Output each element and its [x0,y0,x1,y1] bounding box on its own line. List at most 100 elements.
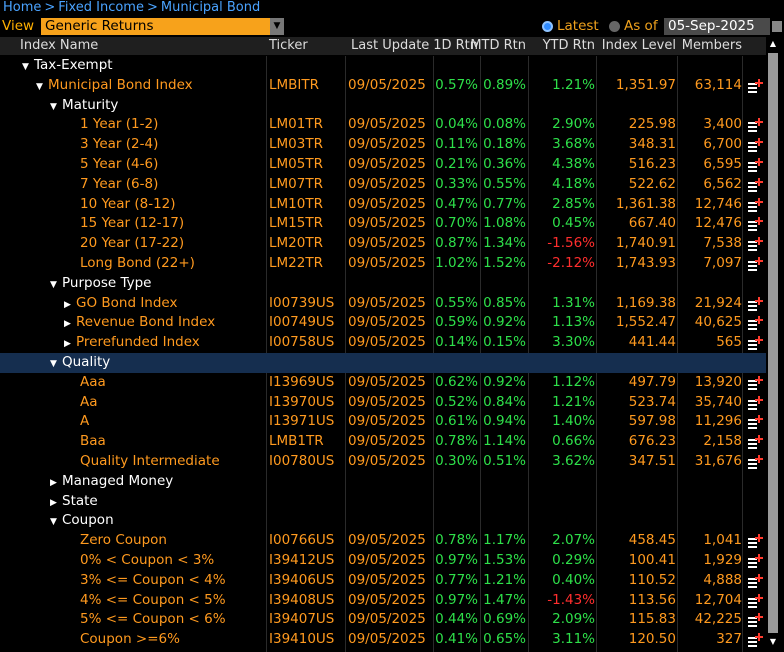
table-row[interactable]: ▼ Quality [0,352,766,373]
add-to-list-icon[interactable] [748,118,764,133]
table-row[interactable]: 3 Year (2-4) LM03TR 09/05/2025 0.11% 0.18% 3.… [0,135,766,155]
table-row[interactable]: ▶ GO Bond Index I00739US 09/05/2025 0.55% 0.8… [0,294,766,314]
index-name[interactable]: Baa [80,433,106,450]
table-row[interactable]: 1 Year (1-2) LM01TR 09/05/2025 0.04% 0.08% 2.… [0,115,766,135]
index-name[interactable]: Prerefunded Index [76,334,200,351]
index-name[interactable]: Aaa [80,373,106,390]
table-row[interactable]: 0% < Coupon < 3% I39412US 09/05/2025 0.97% 1… [0,551,766,571]
add-to-list-icon[interactable] [748,336,764,351]
index-name[interactable]: Revenue Bond Index [76,314,216,331]
ticker-cell[interactable]: I00758US [269,334,335,351]
add-to-list-icon[interactable] [748,316,764,331]
index-name[interactable]: A [80,413,90,430]
add-to-list-icon[interactable] [748,573,764,588]
ticker-cell[interactable]: LM01TR [269,116,323,133]
add-to-list-icon[interactable] [748,296,764,311]
table-row[interactable]: Baa LMB1TR 09/05/2025 0.78% 1.14% 0.66% 676.23… [0,432,766,452]
add-to-list-icon[interactable] [748,138,764,153]
add-to-list-icon[interactable] [748,395,764,410]
table-row[interactable]: 4% <= Coupon < 5% I39408US 09/05/2025 0.97%… [0,591,766,611]
index-name[interactable]: Coupon [62,512,114,529]
ticker-cell[interactable]: LM10TR [269,195,323,212]
index-name[interactable]: State [62,492,98,509]
col-header-index-name[interactable]: Index Name [20,38,99,53]
index-name[interactable]: Aa [80,393,98,410]
index-name[interactable]: Tax-Exempt [34,57,113,73]
add-to-list-icon[interactable] [748,237,764,252]
col-header-ytd-rtn[interactable]: YTD Rtn [542,38,595,53]
expand-right-icon[interactable]: ▶ [50,497,57,508]
table-row[interactable]: 15 Year (12-17) LM15TR 09/05/2025 0.70% 1.08… [0,214,766,234]
table-row[interactable]: ▶ Revenue Bond Index I00749US 09/05/2025 0.5… [0,313,766,333]
index-name[interactable]: 4% <= Coupon < 5% [80,591,226,608]
scroll-up-icon[interactable]: ▲ [769,39,777,48]
add-to-list-icon[interactable] [748,613,764,628]
index-name[interactable]: 15 Year (12-17) [80,215,185,232]
table-row[interactable]: ▼ Purpose Type [0,274,766,294]
table-row[interactable]: 5 Year (4-6) LM05TR 09/05/2025 0.21% 0.36% 4.… [0,155,766,175]
add-to-list-icon[interactable] [748,217,764,232]
as-of-radio[interactable] [609,21,620,32]
add-to-list-icon[interactable] [748,553,764,568]
breadcrumb-fixed-income[interactable]: Fixed Income [58,0,144,15]
col-header-index-level[interactable]: Index Level [601,38,676,53]
add-to-list-icon[interactable] [748,415,764,430]
index-name[interactable]: 3 Year (2-4) [80,136,159,153]
latest-radio[interactable] [542,21,553,32]
col-header-1d-rtn[interactable]: 1D Rtn [433,38,478,53]
index-name[interactable]: Quality [62,353,111,370]
table-row[interactable]: Aaa I13969US 09/05/2025 0.62% 0.92% 1.12% 497.… [0,373,766,393]
expand-right-icon[interactable]: ▶ [64,339,71,350]
table-row[interactable]: ▼ Municipal Bond Index LMBITR 09/05/2025 0.5… [0,76,766,96]
index-name[interactable]: Zero Coupon [80,532,167,549]
col-header-mtd-rtn[interactable]: MTD Rtn [470,38,526,53]
expand-right-icon[interactable]: ▶ [50,477,57,488]
index-name[interactable]: 3% <= Coupon < 4% [80,571,226,588]
add-to-list-icon[interactable] [748,256,764,271]
table-row[interactable]: 3% <= Coupon < 4% I39406US 09/05/2025 0.77%… [0,571,766,591]
breadcrumb-municipal-bond[interactable]: Municipal Bond [160,0,261,15]
table-row[interactable]: Long Bond (22+) LM22TR 09/05/2025 1.02% 1.52… [0,254,766,274]
expand-right-icon[interactable]: ▶ [64,299,71,310]
view-select[interactable]: Generic Returns ▼ [41,18,284,35]
calendar-icon[interactable] [772,21,782,32]
ticker-cell[interactable]: I39410US [269,631,335,648]
index-name[interactable]: 0% < Coupon < 3% [80,551,215,568]
expand-down-icon[interactable]: ▼ [50,101,57,112]
ticker-cell[interactable]: I39406US [269,571,335,588]
add-to-list-icon[interactable] [748,78,764,93]
ticker-cell[interactable]: I13971US [269,413,335,430]
table-row[interactable]: A I13971US 09/05/2025 0.61% 0.94% 1.40% 597.98… [0,412,766,432]
breadcrumb-home[interactable]: Home [3,0,42,15]
col-header-ticker[interactable]: Ticker [269,38,308,53]
add-to-list-icon[interactable] [748,593,764,608]
ticker-cell[interactable]: LM15TR [269,215,323,232]
as-of-date-field[interactable]: 05-Sep-2025 [664,18,770,35]
scroll-down-icon[interactable]: ▼ [769,637,777,646]
ticker-cell[interactable]: LM07TR [269,175,323,192]
ticker-cell[interactable]: I13969US [269,373,335,390]
ticker-cell[interactable]: I00739US [269,294,335,311]
index-name[interactable]: Long Bond (22+) [80,254,195,271]
index-name[interactable]: 5% <= Coupon < 6% [80,611,226,628]
index-name[interactable]: Municipal Bond Index [48,76,193,93]
index-name[interactable]: 1 Year (1-2) [80,116,159,133]
ticker-cell[interactable]: I00766US [269,532,335,549]
expand-down-icon[interactable]: ▼ [50,358,57,369]
ticker-cell[interactable]: LM22TR [269,254,323,271]
ticker-cell[interactable]: LM20TR [269,235,323,252]
ticker-cell[interactable]: I39407US [269,611,335,628]
col-header-last-update[interactable]: Last Update [351,38,430,53]
ticker-cell[interactable]: I39412US [269,551,335,568]
table-row[interactable]: ▼ Maturity [0,96,766,116]
table-row[interactable]: ▼ Tax-Exempt [0,56,766,76]
ticker-cell[interactable]: LM05TR [269,155,323,172]
table-row[interactable]: 7 Year (6-8) LM07TR 09/05/2025 0.33% 0.55% 4.… [0,175,766,195]
index-name[interactable]: 10 Year (8-12) [80,195,176,212]
add-to-list-icon[interactable] [748,177,764,192]
expand-down-icon[interactable]: ▼ [50,279,57,290]
add-to-list-icon[interactable] [748,633,764,648]
col-header-members[interactable]: Members [681,38,742,53]
index-name[interactable]: Managed Money [62,472,174,489]
expand-down-icon[interactable]: ▼ [22,62,29,72]
